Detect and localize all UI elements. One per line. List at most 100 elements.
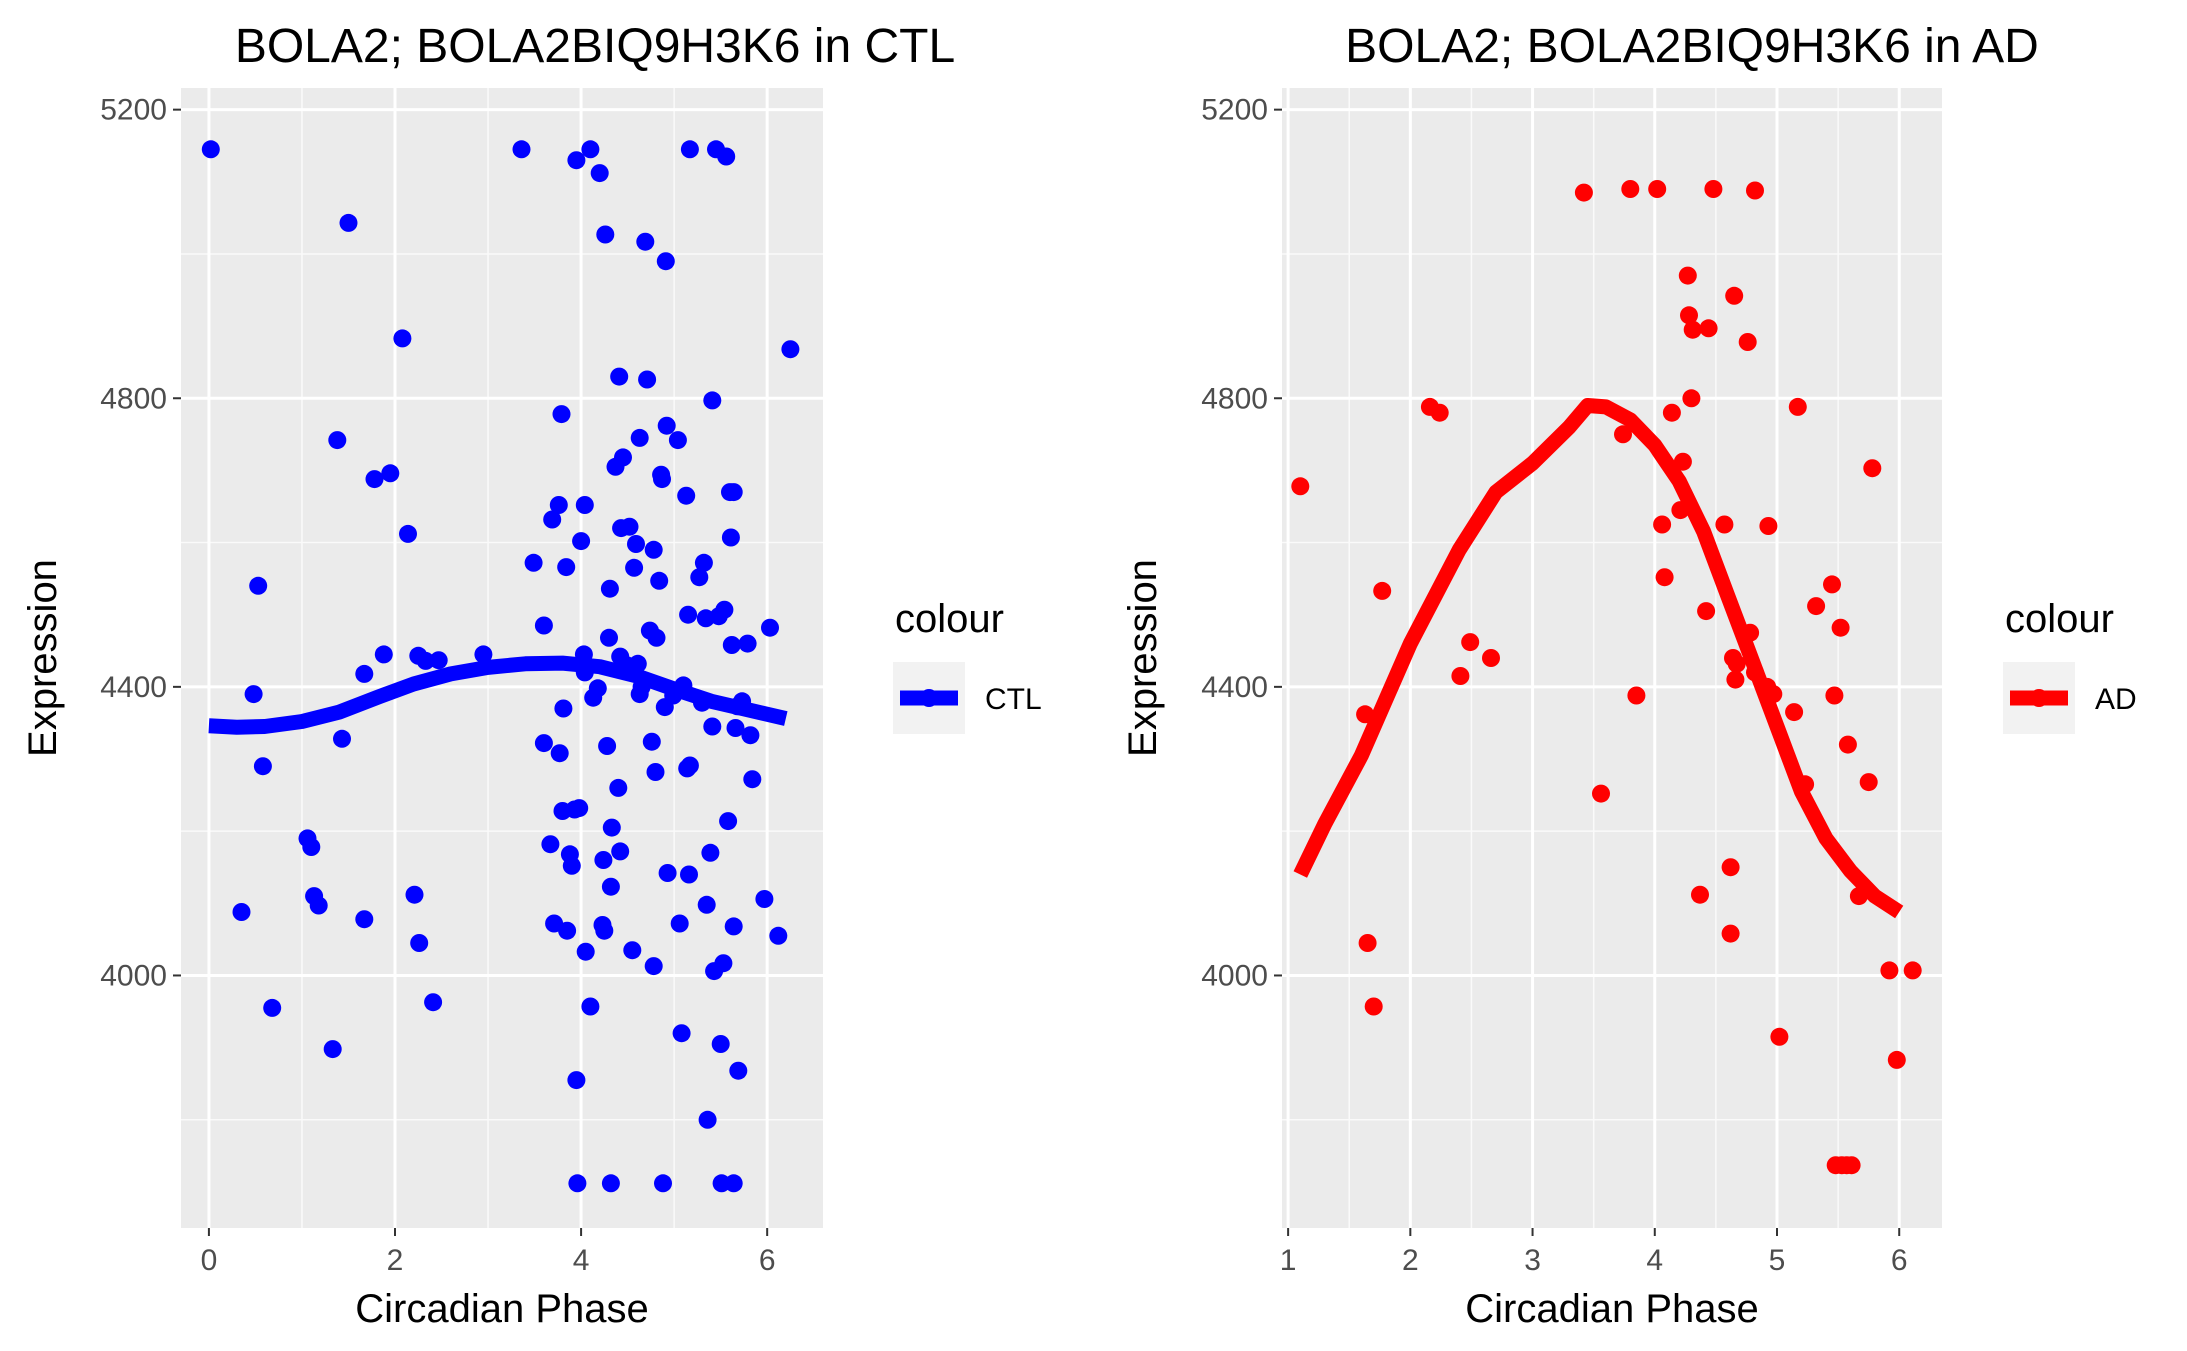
- data-point: [630, 428, 649, 447]
- data-point: [524, 553, 543, 572]
- panel-ad: BOLA2; BOLA2BIQ9H3K6 in AD 4000 4400 4800 5…: [1121, 20, 2137, 1331]
- x-tick-label: 0: [201, 1244, 218, 1277]
- data-point: [567, 1071, 586, 1090]
- y-axis-title-ctl: Expression: [21, 559, 65, 757]
- x-tick-label: 5: [1769, 1244, 1786, 1277]
- data-point: [724, 917, 743, 936]
- data-point: [1738, 333, 1757, 351]
- legend-label-ad: AD: [2095, 683, 2137, 716]
- data-point: [355, 664, 374, 683]
- data-point: [1725, 286, 1744, 305]
- data-point: [543, 510, 562, 529]
- x-tick-label: 4: [1646, 1244, 1663, 1277]
- data-point: [1825, 686, 1844, 705]
- plot-background-ad: [1282, 88, 1942, 1228]
- data-point: [1746, 663, 1764, 682]
- data-point: [1727, 654, 1746, 673]
- data-point: [1648, 180, 1667, 198]
- data-point: [1880, 961, 1899, 980]
- title-ctl: BOLA2; BOLA2BIQ9H3K6 in CTL: [235, 20, 955, 73]
- smooth-line: [1293, 398, 1904, 919]
- data-point: [1430, 403, 1449, 422]
- data-point: [1788, 397, 1807, 416]
- data-point: [1726, 670, 1745, 689]
- data-point: [623, 941, 642, 960]
- x-axis-title-ad: Circadian Phase: [1465, 1287, 1759, 1331]
- data-point: [1796, 775, 1815, 794]
- data-point: [1358, 934, 1377, 952]
- data-point: [642, 732, 661, 751]
- data-point: [552, 405, 571, 424]
- data-point: [711, 1035, 730, 1053]
- data-point: [1863, 459, 1882, 478]
- data-point: [1785, 703, 1804, 722]
- data-point: [424, 993, 443, 1012]
- data-point: [365, 470, 384, 489]
- data-point: [1673, 452, 1692, 471]
- data-point: [1627, 686, 1646, 705]
- data-point: [1807, 597, 1826, 616]
- data-point: [1704, 180, 1723, 198]
- data-point: [399, 524, 417, 543]
- data-point: [1721, 924, 1740, 943]
- data-point: [601, 1174, 620, 1193]
- y-tick-label: 4800: [100, 382, 167, 415]
- data-point: [1574, 183, 1593, 202]
- data-point: [781, 340, 800, 359]
- data-point: [594, 851, 613, 869]
- data-point: [1823, 575, 1841, 594]
- data-point: [1678, 266, 1697, 285]
- data-point: [1721, 858, 1740, 877]
- legend-title-ctl: colour: [895, 597, 1004, 641]
- data-point: [512, 140, 531, 159]
- data-point: [596, 225, 615, 244]
- data-point: [647, 628, 666, 647]
- data-point: [550, 744, 569, 763]
- smooth-line-ad: [1293, 398, 1904, 919]
- data-point: [590, 164, 609, 183]
- data-point: [674, 676, 693, 695]
- data-point: [679, 605, 698, 624]
- data-point: [717, 147, 736, 166]
- data-point: [534, 734, 553, 753]
- points-ad: [1291, 180, 1922, 1175]
- data-point: [405, 885, 424, 904]
- data-point: [628, 654, 647, 673]
- data-point: [1592, 784, 1610, 803]
- plot-background-ctl: [181, 88, 823, 1228]
- data-point: [657, 416, 676, 435]
- legend-label-ctl: CTL: [985, 683, 1042, 716]
- data-point: [1621, 180, 1640, 198]
- data-point: [302, 838, 321, 856]
- data-point: [575, 496, 594, 514]
- data-point: [416, 651, 435, 670]
- data-point: [654, 1174, 672, 1193]
- data-point: [1759, 517, 1778, 535]
- y-tick-label: 5200: [100, 94, 167, 127]
- data-point: [232, 903, 251, 921]
- x-axis-ad: 1 2 3 4 5 6: [1280, 1228, 1908, 1277]
- legend-ad: colour AD: [2003, 597, 2137, 734]
- data-point: [339, 213, 358, 232]
- legend-ctl: colour CTL: [893, 597, 1042, 734]
- data-point: [638, 370, 657, 389]
- data-point: [1859, 773, 1878, 792]
- data-point: [677, 486, 696, 505]
- data-point: [1715, 515, 1734, 534]
- data-point: [1903, 961, 1922, 980]
- data-point: [1887, 1050, 1906, 1069]
- data-point: [595, 921, 614, 940]
- data-point: [761, 618, 779, 637]
- x-axis-ctl: 0 2 4 6: [201, 1228, 776, 1277]
- data-point: [680, 140, 699, 159]
- data-point: [1291, 477, 1310, 496]
- data-point: [724, 483, 743, 502]
- y-axis-ctl: 4000 4400 4800 5200: [100, 94, 181, 992]
- data-point: [1842, 1156, 1861, 1175]
- legend-key-point-ctl: [920, 689, 938, 707]
- data-point: [724, 1174, 743, 1193]
- data-point: [625, 558, 644, 577]
- data-point: [672, 1024, 691, 1043]
- data-point: [1364, 997, 1383, 1016]
